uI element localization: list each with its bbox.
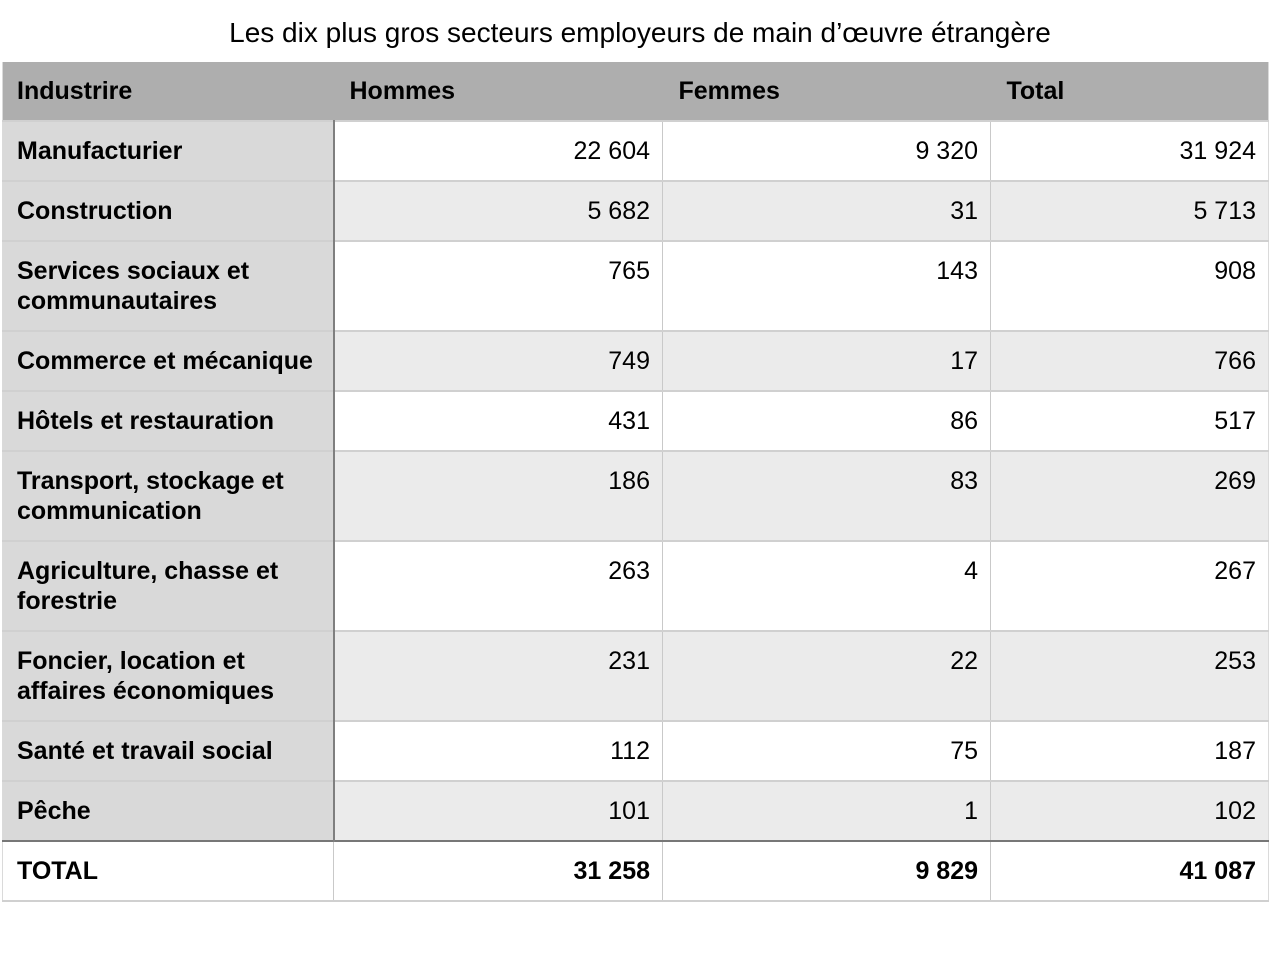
row-label: Commerce et mécanique (2, 331, 335, 391)
row-label: Hôtels et restauration (2, 391, 335, 451)
cell-hommes: 231 (608, 647, 650, 675)
table-row: Commerce et mécanique 749 17 766 (2, 331, 1269, 391)
table-row: Services sociaux et communautaires 765 1… (2, 241, 1269, 331)
cell-hommes: 749 (608, 347, 650, 375)
total-hommes-value: 31 258 (573, 857, 650, 885)
cell-femmes: 143 (662, 241, 991, 331)
row-label: Agriculture, chasse et forestrie (2, 541, 335, 631)
cell-total: 102 (990, 781, 1269, 841)
cell-femmes: 17 (662, 331, 991, 391)
cell-total: 31 924 (990, 121, 1269, 181)
row-label: Manufacturier (2, 121, 335, 181)
cell-femmes: 31 (662, 181, 991, 241)
table-row: Hôtels et restauration 431 86 517 (2, 391, 1269, 451)
cell-femmes: 83 (662, 451, 991, 541)
cell-femmes: 1 (662, 781, 991, 841)
page-title: Les dix plus gros secteurs employeurs de… (229, 17, 1051, 48)
table-row: Foncier, location et affaires économique… (2, 631, 1269, 721)
total-row: TOTAL 31 258 9 829 41 087 (2, 841, 1269, 901)
cell-hommes: 112 (610, 737, 650, 765)
row-label: Transport, stockage et communication (2, 451, 335, 541)
cell-femmes: 22 (662, 631, 991, 721)
cell-hommes: 431 (608, 407, 650, 435)
table-row: Pêche 101 1 102 (2, 781, 1269, 841)
cell-femmes: 4 (662, 541, 991, 631)
table-row: Transport, stockage et communication 186… (2, 451, 1269, 541)
cell-total: 908 (990, 241, 1269, 331)
cell-total: 517 (990, 391, 1269, 451)
row-label: Pêche (2, 781, 335, 841)
column-header-femmes: Femmes (662, 62, 991, 121)
row-label: Construction (2, 181, 335, 241)
cell-hommes: 101 (608, 797, 650, 825)
total-total-value: 41 087 (990, 841, 1269, 901)
cell-total: 5 713 (990, 181, 1269, 241)
cell-total: 269 (990, 451, 1269, 541)
table-row: Construction 5 682 31 5 713 (2, 181, 1269, 241)
cell-total: 187 (990, 721, 1269, 781)
table-row: Agriculture, chasse et forestrie 263 4 2… (2, 541, 1269, 631)
table-header-row: Industrire Hommes Femmes Total (2, 62, 1269, 121)
cell-hommes: 22 604 (573, 137, 650, 165)
total-row-label: TOTAL (2, 841, 334, 901)
cell-hommes: 765 (608, 257, 650, 285)
cell-hommes: 263 (608, 557, 650, 585)
cell-total: 267 (990, 541, 1269, 631)
data-table: Industrire Hommes Femmes Total Manufactu… (2, 62, 1269, 902)
row-label: Santé et travail social (2, 721, 335, 781)
column-header-hommes: Hommes (333, 62, 663, 121)
column-header-industrire: Industrire (2, 62, 334, 121)
cell-hommes: 186 (608, 467, 650, 495)
cell-femmes: 86 (662, 391, 991, 451)
table-row: Manufacturier 22 604 9 320 31 924 (2, 121, 1269, 181)
total-femmes-value: 9 829 (662, 841, 991, 901)
row-label: Foncier, location et affaires économique… (2, 631, 335, 721)
table-row: Santé et travail social 112 75 187 (2, 721, 1269, 781)
cell-total: 766 (990, 331, 1269, 391)
table-body: Manufacturier 22 604 9 320 31 924 Constr… (2, 121, 1269, 841)
cell-femmes: 75 (662, 721, 991, 781)
cell-total: 253 (990, 631, 1269, 721)
row-label: Services sociaux et communautaires (2, 241, 335, 331)
cell-hommes: 5 682 (587, 197, 650, 225)
column-header-total: Total (990, 62, 1269, 121)
cell-femmes: 9 320 (662, 121, 991, 181)
